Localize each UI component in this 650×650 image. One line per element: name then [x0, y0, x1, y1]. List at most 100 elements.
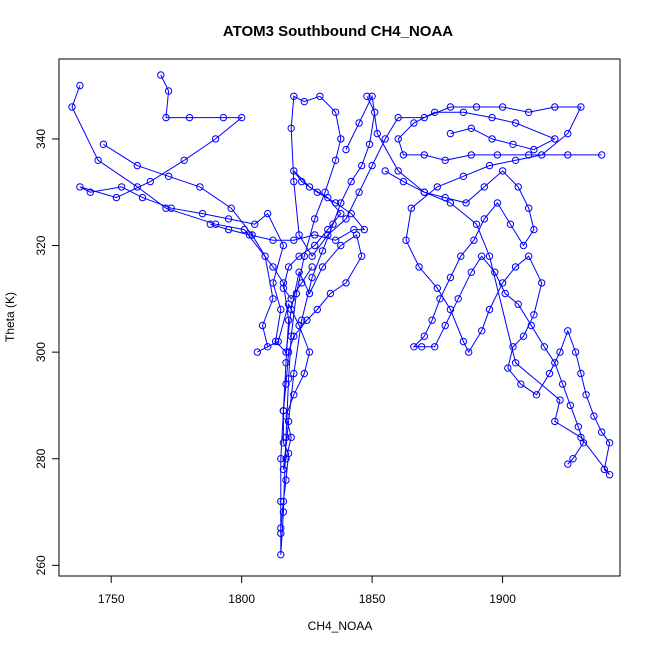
y-tick-label: 280 — [34, 448, 48, 468]
data-point — [206, 220, 215, 228]
data-point — [428, 316, 436, 324]
data-point — [569, 455, 577, 463]
data-point — [300, 369, 308, 378]
data-point — [459, 337, 468, 346]
data-point — [290, 369, 298, 378]
data-point — [530, 145, 538, 154]
data-point — [493, 151, 502, 159]
data-point — [517, 380, 525, 388]
data-point — [433, 284, 441, 292]
data-point — [211, 135, 220, 143]
data-point — [525, 151, 533, 159]
y-tick-label: 320 — [34, 235, 48, 255]
data-point — [133, 183, 142, 191]
data-point — [605, 439, 614, 447]
data-point — [219, 113, 228, 122]
data-point — [269, 263, 277, 271]
data-point — [164, 172, 173, 181]
data-point — [551, 103, 559, 111]
data-point — [295, 252, 303, 260]
data-point — [298, 316, 306, 324]
data-point — [133, 161, 142, 170]
data-point — [99, 140, 108, 149]
data-point — [347, 209, 355, 218]
data-point — [331, 156, 340, 165]
data-point — [472, 103, 481, 111]
data-point — [313, 188, 321, 196]
data-point — [331, 108, 340, 117]
data-point — [540, 343, 548, 351]
data-point — [290, 92, 298, 101]
data-point — [331, 236, 340, 244]
plot-area — [68, 71, 614, 559]
data-point — [556, 396, 564, 404]
data-point — [146, 177, 155, 186]
data-point — [394, 167, 402, 175]
data-point — [420, 113, 428, 122]
data-point — [308, 263, 316, 271]
data-point — [433, 183, 441, 191]
x-tick-label: 1850 — [359, 592, 386, 606]
data-point — [287, 124, 295, 133]
data-point — [358, 252, 366, 260]
data-point — [420, 332, 428, 340]
data-point — [365, 140, 374, 149]
data-point — [284, 417, 293, 426]
data-point — [493, 199, 502, 207]
data-point — [525, 204, 533, 212]
data-point — [112, 193, 121, 202]
data-point — [598, 428, 606, 436]
data-point — [211, 220, 220, 228]
data-point — [564, 460, 572, 468]
data-point — [420, 188, 428, 196]
data-point — [337, 135, 345, 143]
data-point — [167, 204, 175, 212]
data-point — [485, 252, 494, 260]
data-point — [381, 135, 389, 143]
data-point — [446, 305, 455, 314]
data-point — [551, 135, 559, 143]
data-point — [598, 151, 606, 159]
x-axis: 1750 1800 1850 1900 — [98, 576, 516, 606]
chart-title: ATOM3 Southbound CH4_NOAA — [223, 23, 453, 40]
data-point — [498, 103, 507, 111]
data-point — [253, 348, 261, 356]
data-point — [519, 332, 528, 340]
data-point — [558, 380, 567, 388]
data-point — [245, 231, 254, 239]
data-point — [431, 108, 439, 117]
data-point — [287, 433, 295, 442]
data-point — [180, 156, 188, 165]
series-line-4 — [384, 170, 585, 465]
data-point — [238, 113, 246, 122]
data-point — [446, 103, 455, 111]
data-point — [511, 156, 520, 165]
data-point — [467, 151, 475, 159]
data-point — [279, 284, 288, 292]
data-point — [282, 476, 290, 484]
data-point — [271, 337, 280, 346]
x-tick-label: 1750 — [98, 592, 125, 606]
data-point — [407, 204, 415, 212]
data-point — [269, 295, 277, 303]
data-point — [491, 268, 499, 276]
data-point — [556, 348, 564, 356]
data-point — [467, 268, 475, 276]
data-point — [337, 209, 345, 218]
data-point — [485, 161, 494, 170]
data-point — [279, 497, 288, 506]
data-point — [480, 215, 488, 223]
data-point — [227, 204, 235, 212]
data-point — [350, 225, 358, 234]
data-point — [264, 343, 272, 351]
data-point — [472, 220, 481, 228]
data-point — [287, 295, 295, 303]
data-point — [185, 113, 194, 122]
data-point — [282, 348, 290, 356]
data-point — [342, 215, 350, 223]
data-point — [224, 225, 233, 234]
data-point — [342, 145, 350, 154]
data-point — [305, 183, 314, 191]
data-point — [441, 321, 449, 330]
data-point — [436, 295, 444, 303]
